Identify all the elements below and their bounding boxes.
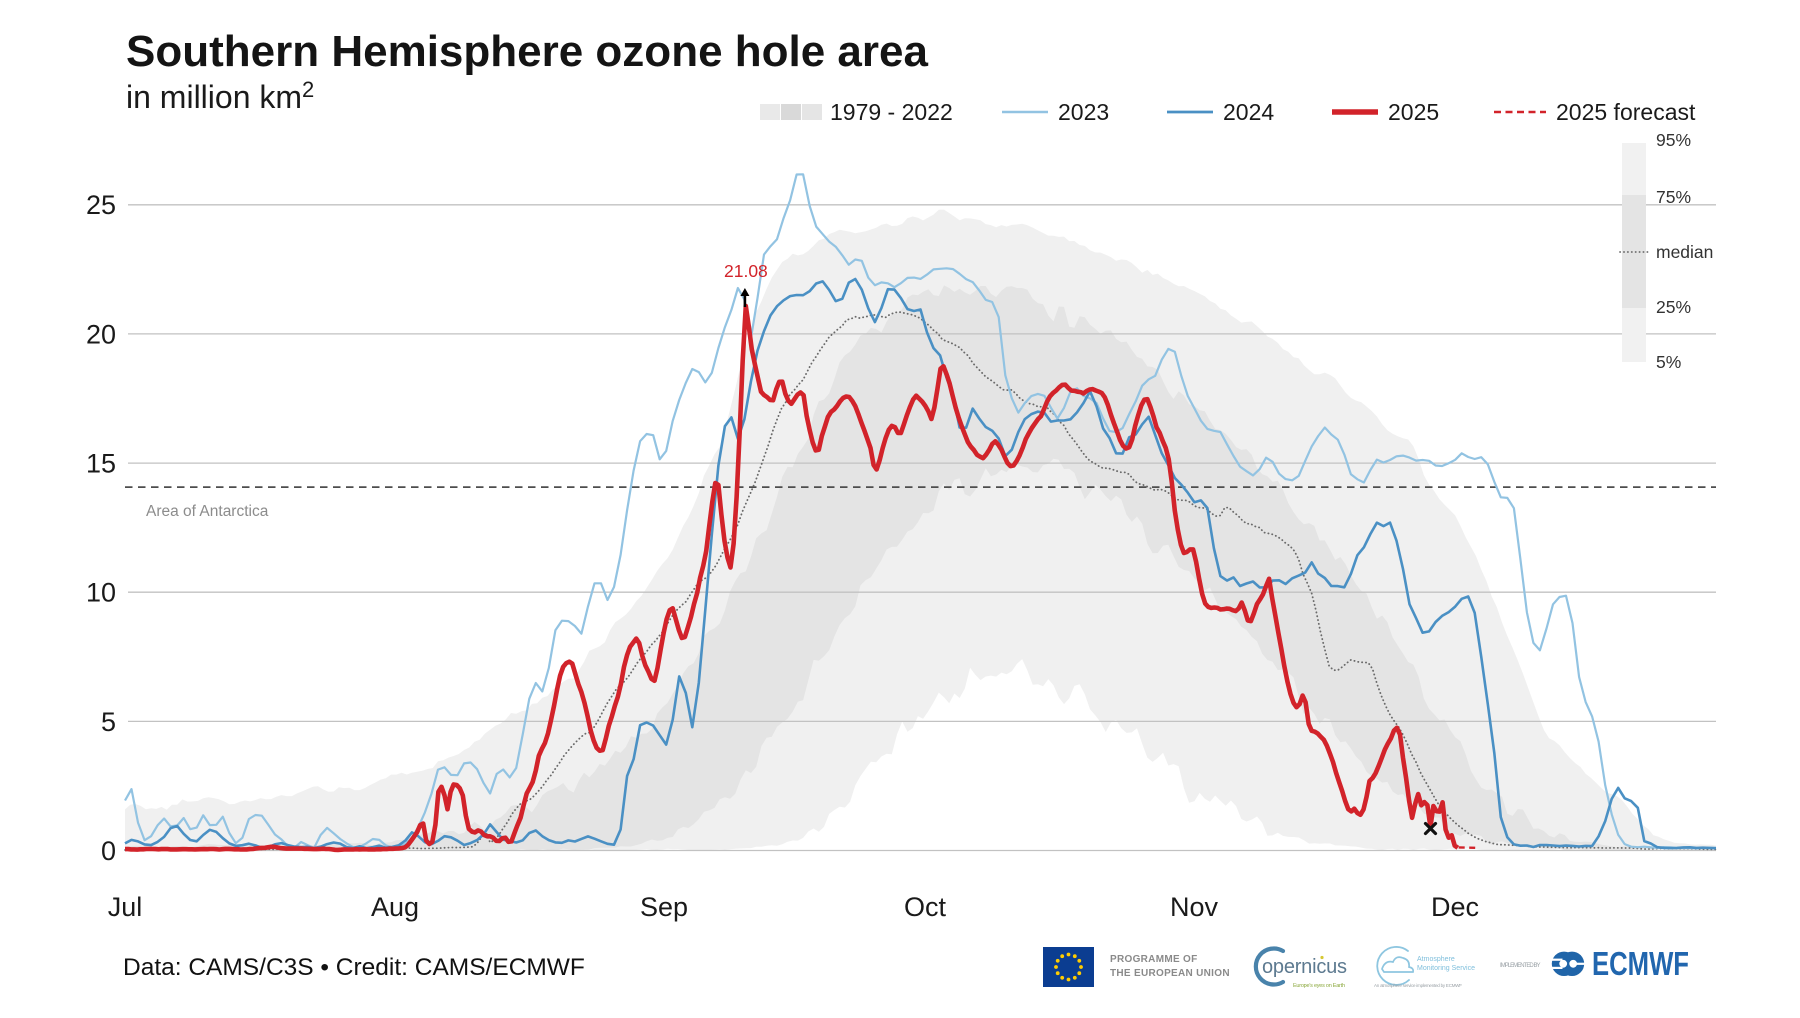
svg-text:Dec: Dec — [1431, 892, 1479, 922]
svg-text:1979 - 2022: 1979 - 2022 — [830, 99, 953, 125]
svg-text:Sep: Sep — [640, 892, 688, 922]
svg-text:Aug: Aug — [371, 892, 419, 922]
svg-text:0: 0 — [101, 836, 116, 866]
svg-text:Area of Antarctica: Area of Antarctica — [146, 503, 269, 520]
svg-text:THE EUROPEAN UNION: THE EUROPEAN UNION — [1110, 968, 1230, 979]
svg-text:IMPLEMENTED BY: IMPLEMENTED BY — [1500, 963, 1541, 969]
svg-text:2023: 2023 — [1058, 99, 1109, 125]
svg-text:10: 10 — [86, 578, 116, 608]
svg-text:Europe’s eyes on Earth: Europe’s eyes on Earth — [1293, 983, 1345, 989]
svg-text:95%: 95% — [1656, 130, 1691, 150]
svg-text:Data: CAMS/C3S • Credit: CAMS/: Data: CAMS/C3S • Credit: CAMS/ECMWF — [123, 954, 585, 981]
svg-text:Oct: Oct — [904, 892, 947, 922]
svg-text:Jul: Jul — [108, 892, 143, 922]
svg-text:2025 forecast: 2025 forecast — [1556, 99, 1696, 125]
svg-text:2025: 2025 — [1388, 99, 1439, 125]
svg-text:5%: 5% — [1656, 352, 1681, 372]
svg-text:Atmosphere: Atmosphere — [1417, 956, 1455, 963]
svg-text:in million km2: in million km2 — [126, 77, 314, 115]
svg-text:25%: 25% — [1656, 297, 1691, 317]
svg-text:20: 20 — [86, 319, 116, 349]
svg-text:Monitoring Service: Monitoring Service — [1417, 965, 1475, 972]
svg-text:ECMWF: ECMWF — [1592, 945, 1689, 982]
svg-text:opernicus: opernicus — [1262, 956, 1347, 978]
svg-text:PROGRAMME OF: PROGRAMME OF — [1110, 954, 1198, 965]
svg-text:median: median — [1656, 242, 1713, 262]
svg-text:Nov: Nov — [1170, 892, 1219, 922]
svg-text:25: 25 — [86, 190, 116, 220]
svg-text:21.08: 21.08 — [724, 261, 768, 281]
svg-text:Southern Hemisphere ozone hole: Southern Hemisphere ozone hole area — [126, 27, 928, 76]
svg-text:An atmosphere service implemen: An atmosphere service implemented by ECM… — [1374, 983, 1462, 988]
svg-text:2024: 2024 — [1223, 99, 1274, 125]
svg-text:5: 5 — [101, 707, 116, 737]
svg-text:75%: 75% — [1656, 187, 1691, 207]
svg-text:15: 15 — [86, 449, 116, 479]
